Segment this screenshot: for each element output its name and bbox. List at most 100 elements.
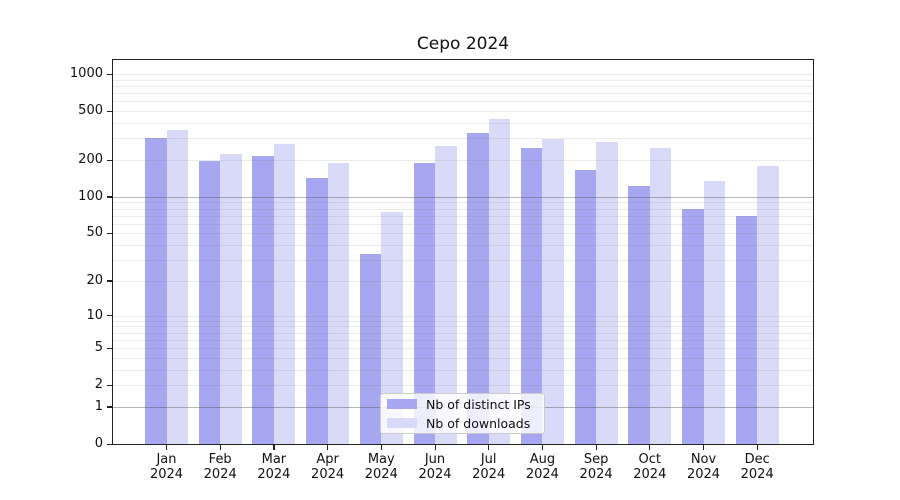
y-tick-mark-2: [107, 384, 112, 386]
bar-downloads-jul: [488, 118, 511, 444]
x-tick-label-feb: Feb 2024: [203, 452, 237, 482]
y-tick-label-100: 100: [78, 188, 103, 204]
y-tick-mark-500: [107, 110, 112, 112]
bar-distinct-ips-jan: [145, 138, 167, 444]
y-tick-mark-200: [107, 159, 112, 161]
x-tick-mark-nov: [703, 445, 705, 450]
x-tick-label-dec: Dec 2024: [740, 452, 774, 482]
bar-distinct-ips-aug: [520, 147, 543, 444]
x-tick-label-nov: Nov 2024: [686, 452, 721, 482]
bar-distinct-ips-may: [359, 253, 382, 444]
legend-swatch-downloads: [387, 418, 417, 428]
bar-distinct-ips-oct: [628, 186, 650, 444]
legend-label-distinct-ips: Nb of distinct IPs: [426, 396, 531, 412]
bar-downloads-oct: [649, 147, 672, 444]
x-tick-mark-mar: [273, 445, 275, 450]
gridline-y-10: [113, 315, 813, 317]
y-tick-mark-5: [107, 347, 112, 349]
bar-downloads-jun: [435, 145, 457, 444]
x-tick-label-mar: Mar 2024: [257, 452, 291, 482]
y-tick-label-500: 500: [78, 103, 103, 119]
gridline-y-700: [113, 93, 813, 95]
gridline-y-400: [113, 123, 813, 125]
bar-distinct-ips-mar: [252, 155, 274, 444]
bar-distinct-ips-apr: [306, 178, 328, 444]
bar-distinct-ips-dec: [735, 215, 758, 444]
y-tick-mark-0: [107, 443, 112, 445]
gridline-y-90: [113, 202, 813, 204]
bar-downloads-mar: [273, 143, 296, 444]
y-tick-label-10: 10: [86, 307, 103, 323]
gridline-y-300: [113, 138, 813, 140]
gridline-y-500: [113, 111, 813, 113]
x-tick-mark-jun: [434, 445, 436, 450]
gridline-y-80: [113, 208, 813, 210]
gridline-y-8: [113, 326, 813, 328]
gridline-y-6: [113, 339, 813, 341]
bar-downloads-dec: [757, 166, 779, 444]
gridline-y-70: [113, 215, 813, 217]
y-tick-label-5: 5: [94, 340, 103, 356]
gridline-y-5: [113, 348, 813, 350]
x-tick-mark-sep: [595, 445, 597, 450]
y-tick-label-200: 200: [78, 152, 103, 167]
bar-distinct-ips-jul: [467, 132, 489, 444]
x-tick-mark-dec: [756, 445, 758, 450]
x-tick-label-aug: Aug 2024: [525, 452, 559, 482]
bar-distinct-ips-sep: [574, 170, 597, 444]
gridline-y-9: [113, 320, 813, 322]
gridline-y-2: [113, 385, 813, 387]
gridline-y-7: [113, 332, 813, 334]
y-tick-label-2: 2: [94, 377, 103, 393]
x-tick-mark-aug: [541, 445, 544, 450]
chart-title: Cepo 2024: [416, 34, 510, 54]
gridline-y-60: [113, 223, 813, 225]
bar-distinct-ips-nov: [682, 209, 704, 444]
gridline-y-100: [113, 196, 813, 198]
x-tick-label-sep: Sep 2024: [579, 452, 613, 482]
bar-downloads-apr: [327, 162, 350, 444]
y-tick-mark-1: [107, 406, 112, 408]
legend-swatch-distinct-ips: [387, 399, 417, 409]
x-tick-mark-jul: [488, 445, 490, 450]
bar-downloads-feb: [220, 154, 242, 444]
y-tick-label-1: 1: [94, 398, 103, 414]
x-tick-mark-apr: [327, 445, 329, 450]
gridline-y-3: [113, 369, 813, 371]
legend: Nb of distinct IPs Nb of downloads: [380, 393, 545, 434]
gridline-y-900: [113, 79, 813, 81]
y-tick-label-20: 20: [86, 272, 103, 288]
y-tick-label-1000: 1000: [69, 66, 103, 82]
gridline-y-4: [113, 357, 813, 359]
legend-item-distinct-ips: Nb of distinct IPs: [387, 397, 538, 412]
y-tick-mark-100: [107, 196, 112, 198]
x-tick-label-oct: Oct 2024: [633, 452, 667, 482]
y-tick-label-50: 50: [86, 225, 103, 241]
gridline-y-200: [113, 160, 813, 161]
x-tick-mark-may: [380, 445, 382, 450]
x-tick-label-jul: Jul 2024: [472, 452, 506, 482]
gridline-y-50: [113, 233, 813, 235]
x-tick-mark-feb: [219, 445, 221, 450]
legend-item-downloads: Nb of downloads: [387, 416, 538, 431]
bar-downloads-nov: [703, 180, 725, 444]
y-tick-mark-50: [107, 232, 112, 235]
y-tick-mark-1000: [107, 73, 112, 75]
y-tick-label-0: 0: [94, 436, 103, 451]
bar-downloads-may: [381, 212, 403, 444]
x-tick-label-jan: Jan 2024: [149, 452, 184, 482]
x-tick-label-apr: Apr 2024: [311, 452, 345, 482]
y-tick-mark-20: [107, 280, 112, 282]
gridline-y-600: [113, 101, 813, 103]
x-tick-label-may: May 2024: [364, 452, 398, 482]
plot-area: [112, 59, 814, 445]
gridline-y-30: [113, 260, 813, 262]
gridline-y-800: [113, 85, 813, 87]
x-tick-mark-jan: [166, 445, 168, 450]
x-tick-mark-oct: [649, 445, 651, 450]
gridline-y-1000: [113, 74, 813, 76]
y-tick-mark-10: [107, 315, 112, 317]
x-tick-label-jun: Jun 2024: [418, 452, 452, 482]
bar-downloads-sep: [596, 142, 618, 444]
gridline-y-20: [113, 280, 813, 282]
